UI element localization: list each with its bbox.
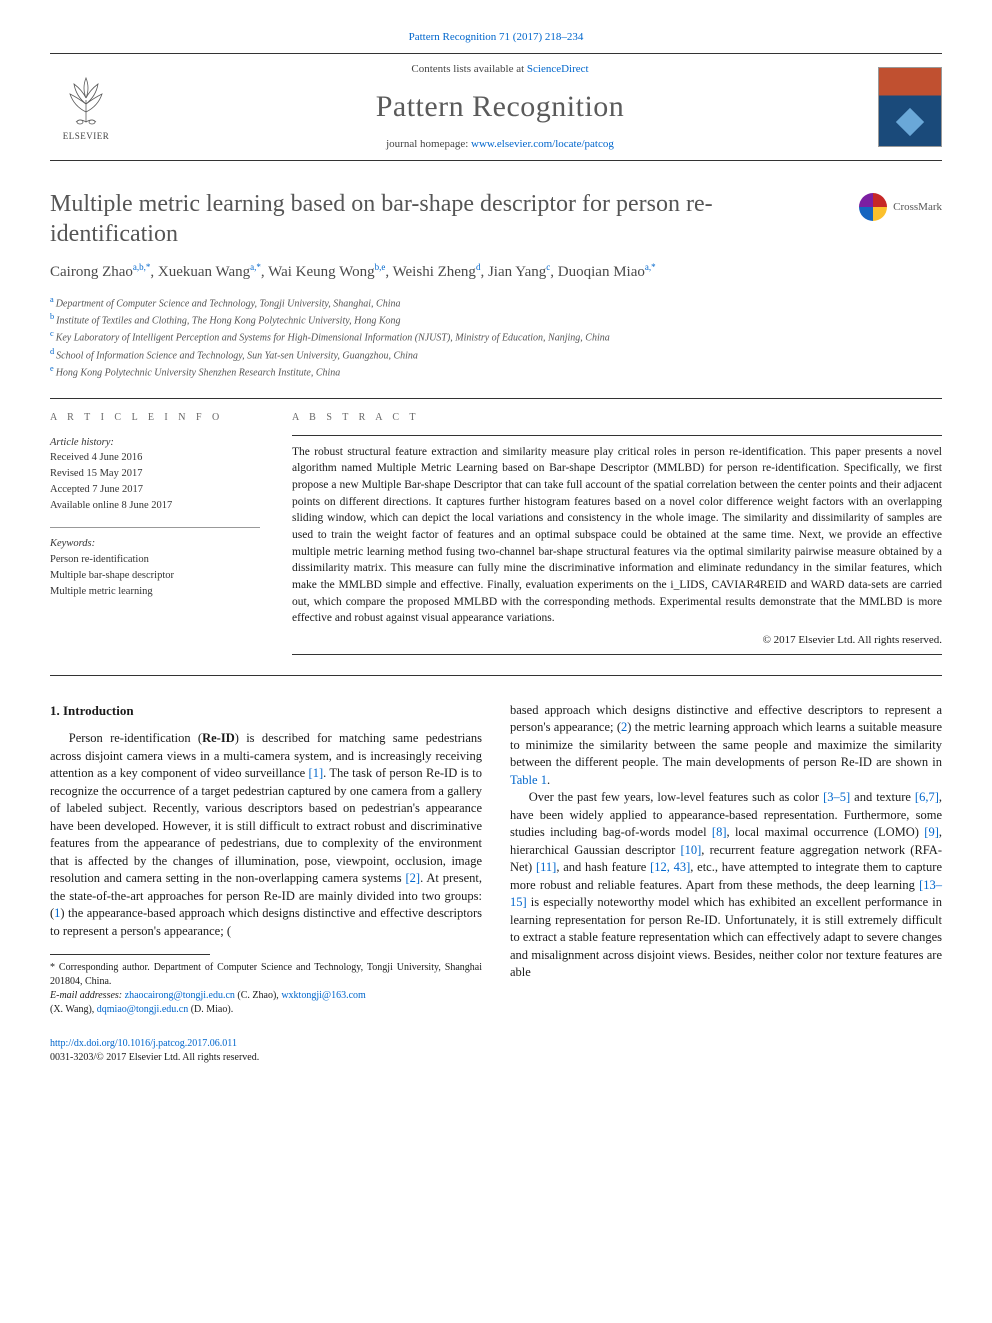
- journal-homepage: journal homepage: www.elsevier.com/locat…: [122, 137, 878, 152]
- ref-9[interactable]: [9]: [924, 825, 939, 839]
- affiliation-item: dSchool of Information Science and Techn…: [50, 346, 942, 363]
- affiliation-list: aDepartment of Computer Science and Tech…: [50, 294, 942, 381]
- email-zhao[interactable]: zhaocairong@tongji.edu.cn: [125, 990, 235, 1001]
- journal-cover-thumbnail: [878, 67, 942, 147]
- ref-10[interactable]: [10]: [680, 843, 701, 857]
- footnote-rule: [50, 954, 210, 955]
- ref-6-7[interactable]: [6,7]: [915, 790, 939, 804]
- article-info-label: A R T I C L E I N F O: [50, 411, 260, 425]
- rule-abstract-top: [292, 435, 942, 436]
- contents-line: Contents lists available at ScienceDirec…: [122, 62, 878, 77]
- affiliation-item: cKey Laboratory of Intelligent Perceptio…: [50, 328, 942, 345]
- author-list: Cairong Zhaoa,b,*, Xuekuan Wanga,*, Wai …: [50, 261, 942, 284]
- affiliation-item: eHong Kong Polytechnic University Shenzh…: [50, 363, 942, 380]
- journal-title: Pattern Recognition: [122, 87, 878, 128]
- ref-12-43[interactable]: [12, 43]: [650, 860, 690, 874]
- email-addresses: E-mail addresses: zhaocairong@tongji.edu…: [50, 989, 482, 1017]
- affiliation-item: bInstitute of Textiles and Clothing, The…: [50, 311, 942, 328]
- rule-bottom: [50, 675, 942, 676]
- sciencedirect-link[interactable]: ScienceDirect: [527, 63, 589, 75]
- elsevier-logo: ELSEVIER: [50, 67, 122, 147]
- section-heading-introduction: 1. Introduction: [50, 702, 482, 720]
- affiliation-item: aDepartment of Computer Science and Tech…: [50, 294, 942, 311]
- page-footer: http://dx.doi.org/10.1016/j.patcog.2017.…: [50, 1037, 942, 1065]
- intro-para-1-cont: based approach which designs distinctive…: [510, 702, 942, 790]
- elsevier-label: ELSEVIER: [63, 130, 110, 142]
- rule-top: [50, 398, 942, 399]
- abstract-label: A B S T R A C T: [292, 411, 942, 425]
- homepage-link[interactable]: www.elsevier.com/locate/patcog: [471, 138, 614, 150]
- paper-title: Multiple metric learning based on bar-sh…: [50, 189, 810, 249]
- ref-8[interactable]: [8]: [712, 825, 727, 839]
- ref-3-5[interactable]: [3–5]: [823, 790, 850, 804]
- ref-1[interactable]: [1]: [309, 766, 324, 780]
- keyword-item: Person re-identification: [50, 552, 260, 568]
- intro-para-2: Over the past few years, low-level featu…: [510, 789, 942, 982]
- crossmark-icon: [859, 193, 887, 221]
- article-history: Article history: Received 4 June 2016 Re…: [50, 435, 260, 514]
- citation-link[interactable]: Pattern Recognition 71 (2017) 218–234: [50, 30, 942, 45]
- crossmark-badge[interactable]: CrossMark: [859, 193, 942, 221]
- rule-keywords: [50, 527, 260, 528]
- keyword-item: Multiple metric learning: [50, 584, 260, 600]
- corresponding-author-note: * Corresponding author. Department of Co…: [50, 961, 482, 989]
- abstract-copyright: © 2017 Elsevier Ltd. All rights reserved…: [292, 633, 942, 648]
- ref-11[interactable]: [11]: [536, 860, 556, 874]
- intro-para-1: Person re-identification (Re-ID) is desc…: [50, 730, 482, 940]
- journal-masthead: ELSEVIER Contents lists available at Sci…: [50, 53, 942, 161]
- footnotes: * Corresponding author. Department of Co…: [50, 961, 482, 1017]
- keywords-block: Keywords: Person re-identificationMultip…: [50, 536, 260, 599]
- ref-2[interactable]: [2]: [406, 871, 421, 885]
- email-miao[interactable]: dqmiao@tongji.edu.cn: [97, 1004, 188, 1015]
- body-two-column: 1. Introduction Person re-identification…: [50, 702, 942, 1017]
- elsevier-tree-icon: [56, 72, 116, 128]
- abstract-text: The robust structural feature extraction…: [292, 444, 942, 627]
- crossmark-label: CrossMark: [893, 200, 942, 215]
- doi-link[interactable]: http://dx.doi.org/10.1016/j.patcog.2017.…: [50, 1038, 237, 1049]
- email-wang[interactable]: wxktongji@163.com: [281, 990, 365, 1001]
- table-1-link[interactable]: Table 1: [510, 773, 547, 787]
- rule-abstract-bottom: [292, 654, 942, 655]
- keyword-item: Multiple bar-shape descriptor: [50, 568, 260, 584]
- issn-copyright: 0031-3203/© 2017 Elsevier Ltd. All right…: [50, 1051, 942, 1065]
